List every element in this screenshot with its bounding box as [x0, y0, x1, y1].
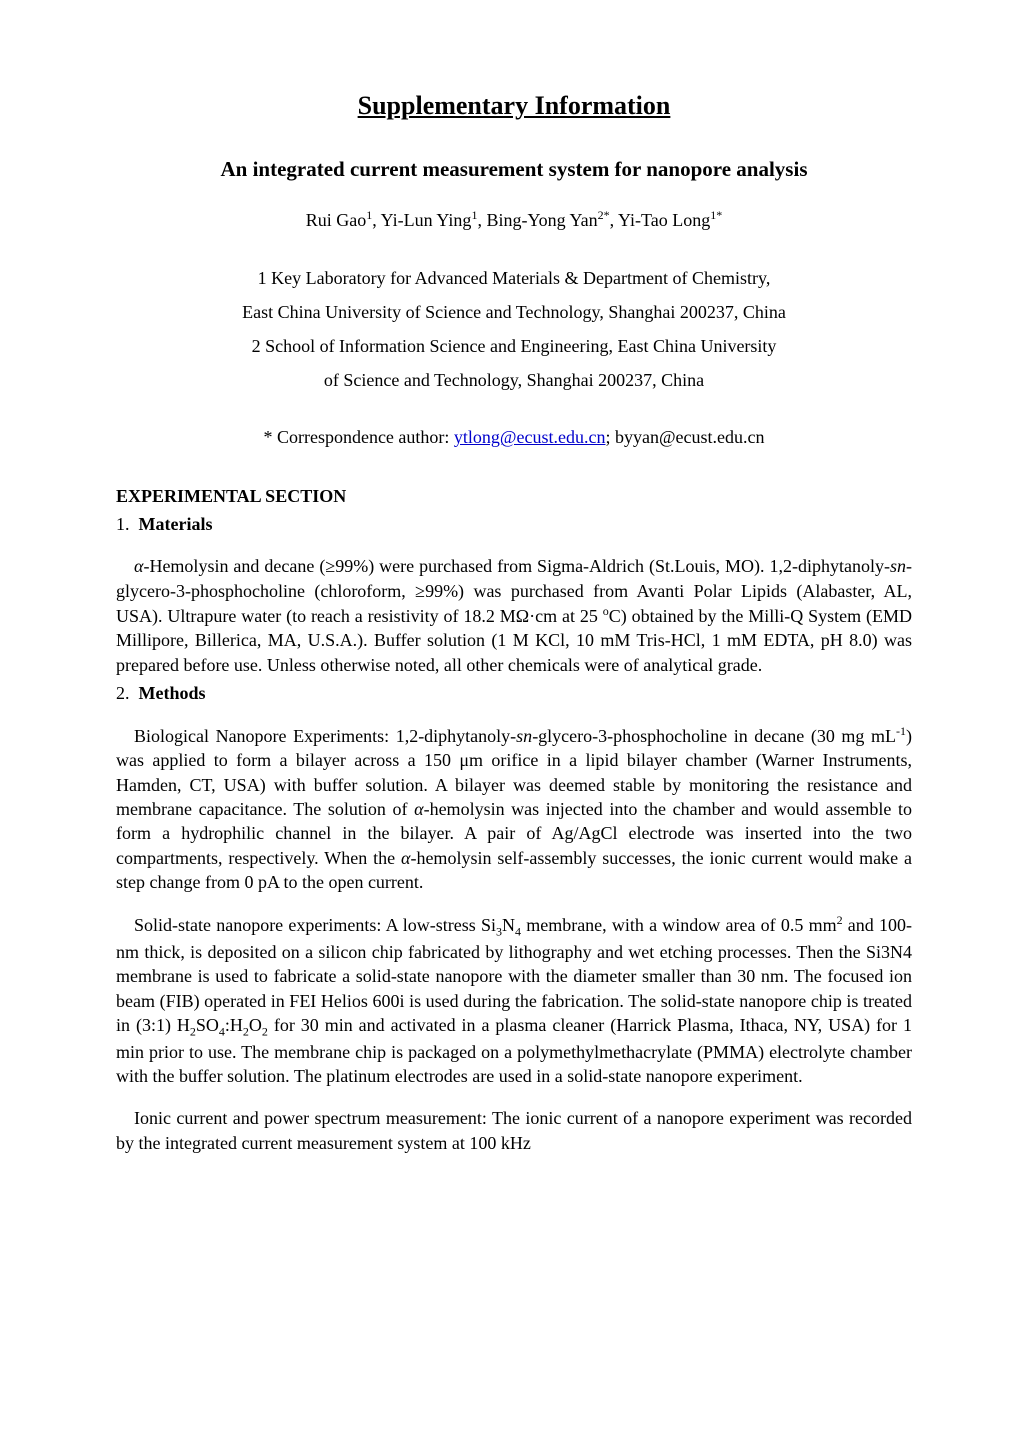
text: -Hemolysin and decane (≥99%) were purcha… — [143, 556, 890, 576]
text: membrane, with a window area of 0.5 mm — [521, 915, 837, 935]
paragraph-bio-nanopore: Biological Nanopore Experiments: 1,2-dip… — [116, 723, 912, 894]
text-italic: sn — [890, 556, 906, 576]
text: Solid-state nanopore experiments: A low-… — [134, 915, 496, 935]
subsection-number: 2. — [116, 683, 130, 703]
text: SO — [196, 1015, 219, 1035]
authors-line: Rui Gao1, Yi-Lun Ying1, Bing-Yong Yan2*,… — [116, 207, 912, 232]
text: :H — [225, 1015, 243, 1035]
text-italic: α — [414, 799, 423, 819]
paragraph-ionic-current: Ionic current and power spectrum measure… — [116, 1106, 912, 1155]
email-text: byyan@ecust.edu.cn — [615, 427, 765, 447]
text-italic: sn — [516, 726, 532, 746]
text: -glycero-3-phosphocholine in decane (30 … — [532, 726, 896, 746]
affiliation-line: 1 Key Laboratory for Advanced Materials … — [116, 261, 912, 295]
affiliation-line: 2 School of Information Science and Engi… — [116, 329, 912, 363]
separator: ; — [605, 427, 615, 447]
text-sup: -1 — [896, 724, 906, 738]
page-content: Supplementary Information An integrated … — [0, 0, 1020, 1199]
subsection-title: Materials — [139, 514, 213, 534]
text: N — [502, 915, 515, 935]
subsection-number: 1. — [116, 514, 130, 534]
correspondence-line: * Correspondence author: ytlong@ecust.ed… — [116, 425, 912, 449]
text: O — [249, 1015, 262, 1035]
author-sup: 2* — [598, 208, 610, 222]
author-name: Rui Gao — [306, 210, 367, 230]
subsection-methods: 2. Methods — [116, 681, 912, 705]
paragraph-materials: α-Hemolysin and decane (≥99%) were purch… — [116, 554, 912, 676]
author-sup: 1* — [710, 208, 722, 222]
sub-title: An integrated current measurement system… — [116, 155, 912, 183]
paragraph-solid-state: Solid-state nanopore experiments: A low-… — [116, 912, 912, 1088]
author-name: , Yi-Lun Ying — [372, 210, 471, 230]
text: Biological Nanopore Experiments: 1,2-dip… — [134, 726, 516, 746]
email-link[interactable]: ytlong@ecust.edu.cn — [454, 427, 606, 447]
subsection-materials: 1. Materials — [116, 512, 912, 536]
affiliation-line: East China University of Science and Tec… — [116, 295, 912, 329]
correspondence-prefix: * Correspondence author: — [263, 427, 453, 447]
affiliations-block: 1 Key Laboratory for Advanced Materials … — [116, 261, 912, 398]
section-heading-experimental: EXPERIMENTAL SECTION — [116, 484, 912, 508]
subsection-title: Methods — [139, 683, 206, 703]
author-name: , Bing-Yong Yan — [477, 210, 597, 230]
author-name: , Yi-Tao Long — [610, 210, 711, 230]
affiliation-line: of Science and Technology, Shanghai 2002… — [116, 363, 912, 397]
text: Ionic current and power spectrum measure… — [116, 1108, 912, 1152]
main-title: Supplementary Information — [116, 88, 912, 123]
